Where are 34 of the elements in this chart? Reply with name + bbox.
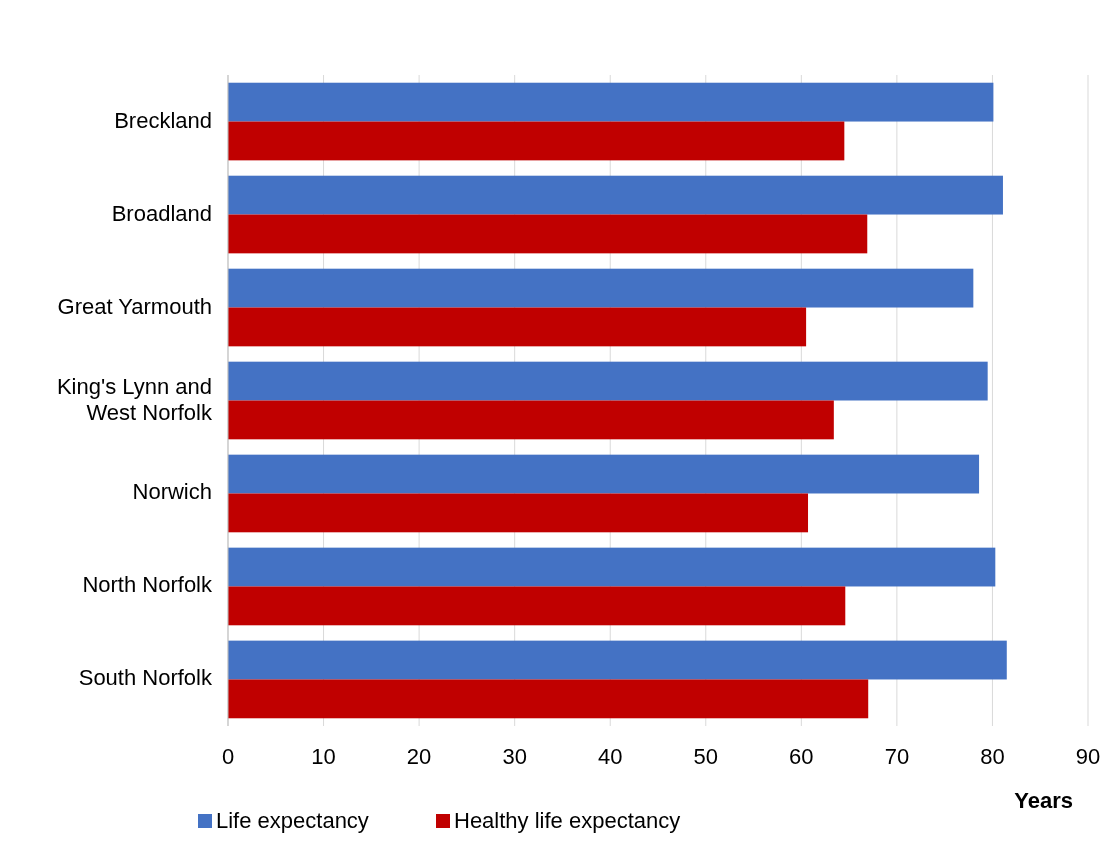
- y-tick-label: North Norfolk: [82, 572, 213, 598]
- legend-label: Life expectancy: [216, 808, 369, 833]
- bar: [228, 307, 807, 347]
- y-tick-label: Norwich: [132, 479, 212, 505]
- x-tick-label: 70: [884, 744, 910, 769]
- bar: [228, 82, 994, 122]
- y-tick-label: Great Yarmouth: [57, 293, 212, 319]
- bar: [228, 214, 868, 254]
- y-tick-label: South Norfolk: [78, 665, 213, 691]
- bar: [228, 586, 846, 626]
- bar: [228, 493, 809, 533]
- x-tick-label: 90: [1075, 744, 1101, 769]
- bar: [228, 400, 834, 440]
- x-tick-label: 10: [311, 744, 336, 769]
- x-tick-label: 50: [693, 744, 719, 769]
- x-tick-label: 0: [221, 744, 235, 769]
- y-tick-label: King's Lynn and West Norfolk: [56, 373, 213, 425]
- y-tick-label: Breckland: [114, 107, 212, 133]
- bar: [228, 121, 845, 161]
- legend-label: Healthy life expectancy: [454, 808, 681, 833]
- bar: [228, 268, 974, 308]
- bar: [228, 679, 869, 719]
- bar: [228, 547, 996, 587]
- x-axis-title: Years: [1014, 788, 1073, 813]
- x-tick-label: 20: [406, 744, 432, 769]
- bar: [228, 175, 1003, 215]
- x-tick-label: 30: [502, 744, 527, 769]
- bar: [228, 454, 980, 494]
- y-tick-label: Broadland: [111, 200, 212, 226]
- x-tick-label: 40: [597, 744, 623, 769]
- bar: [228, 361, 988, 401]
- bar: [228, 640, 1007, 680]
- x-tick-label: 60: [789, 744, 814, 769]
- x-tick-label: 80: [980, 744, 1005, 769]
